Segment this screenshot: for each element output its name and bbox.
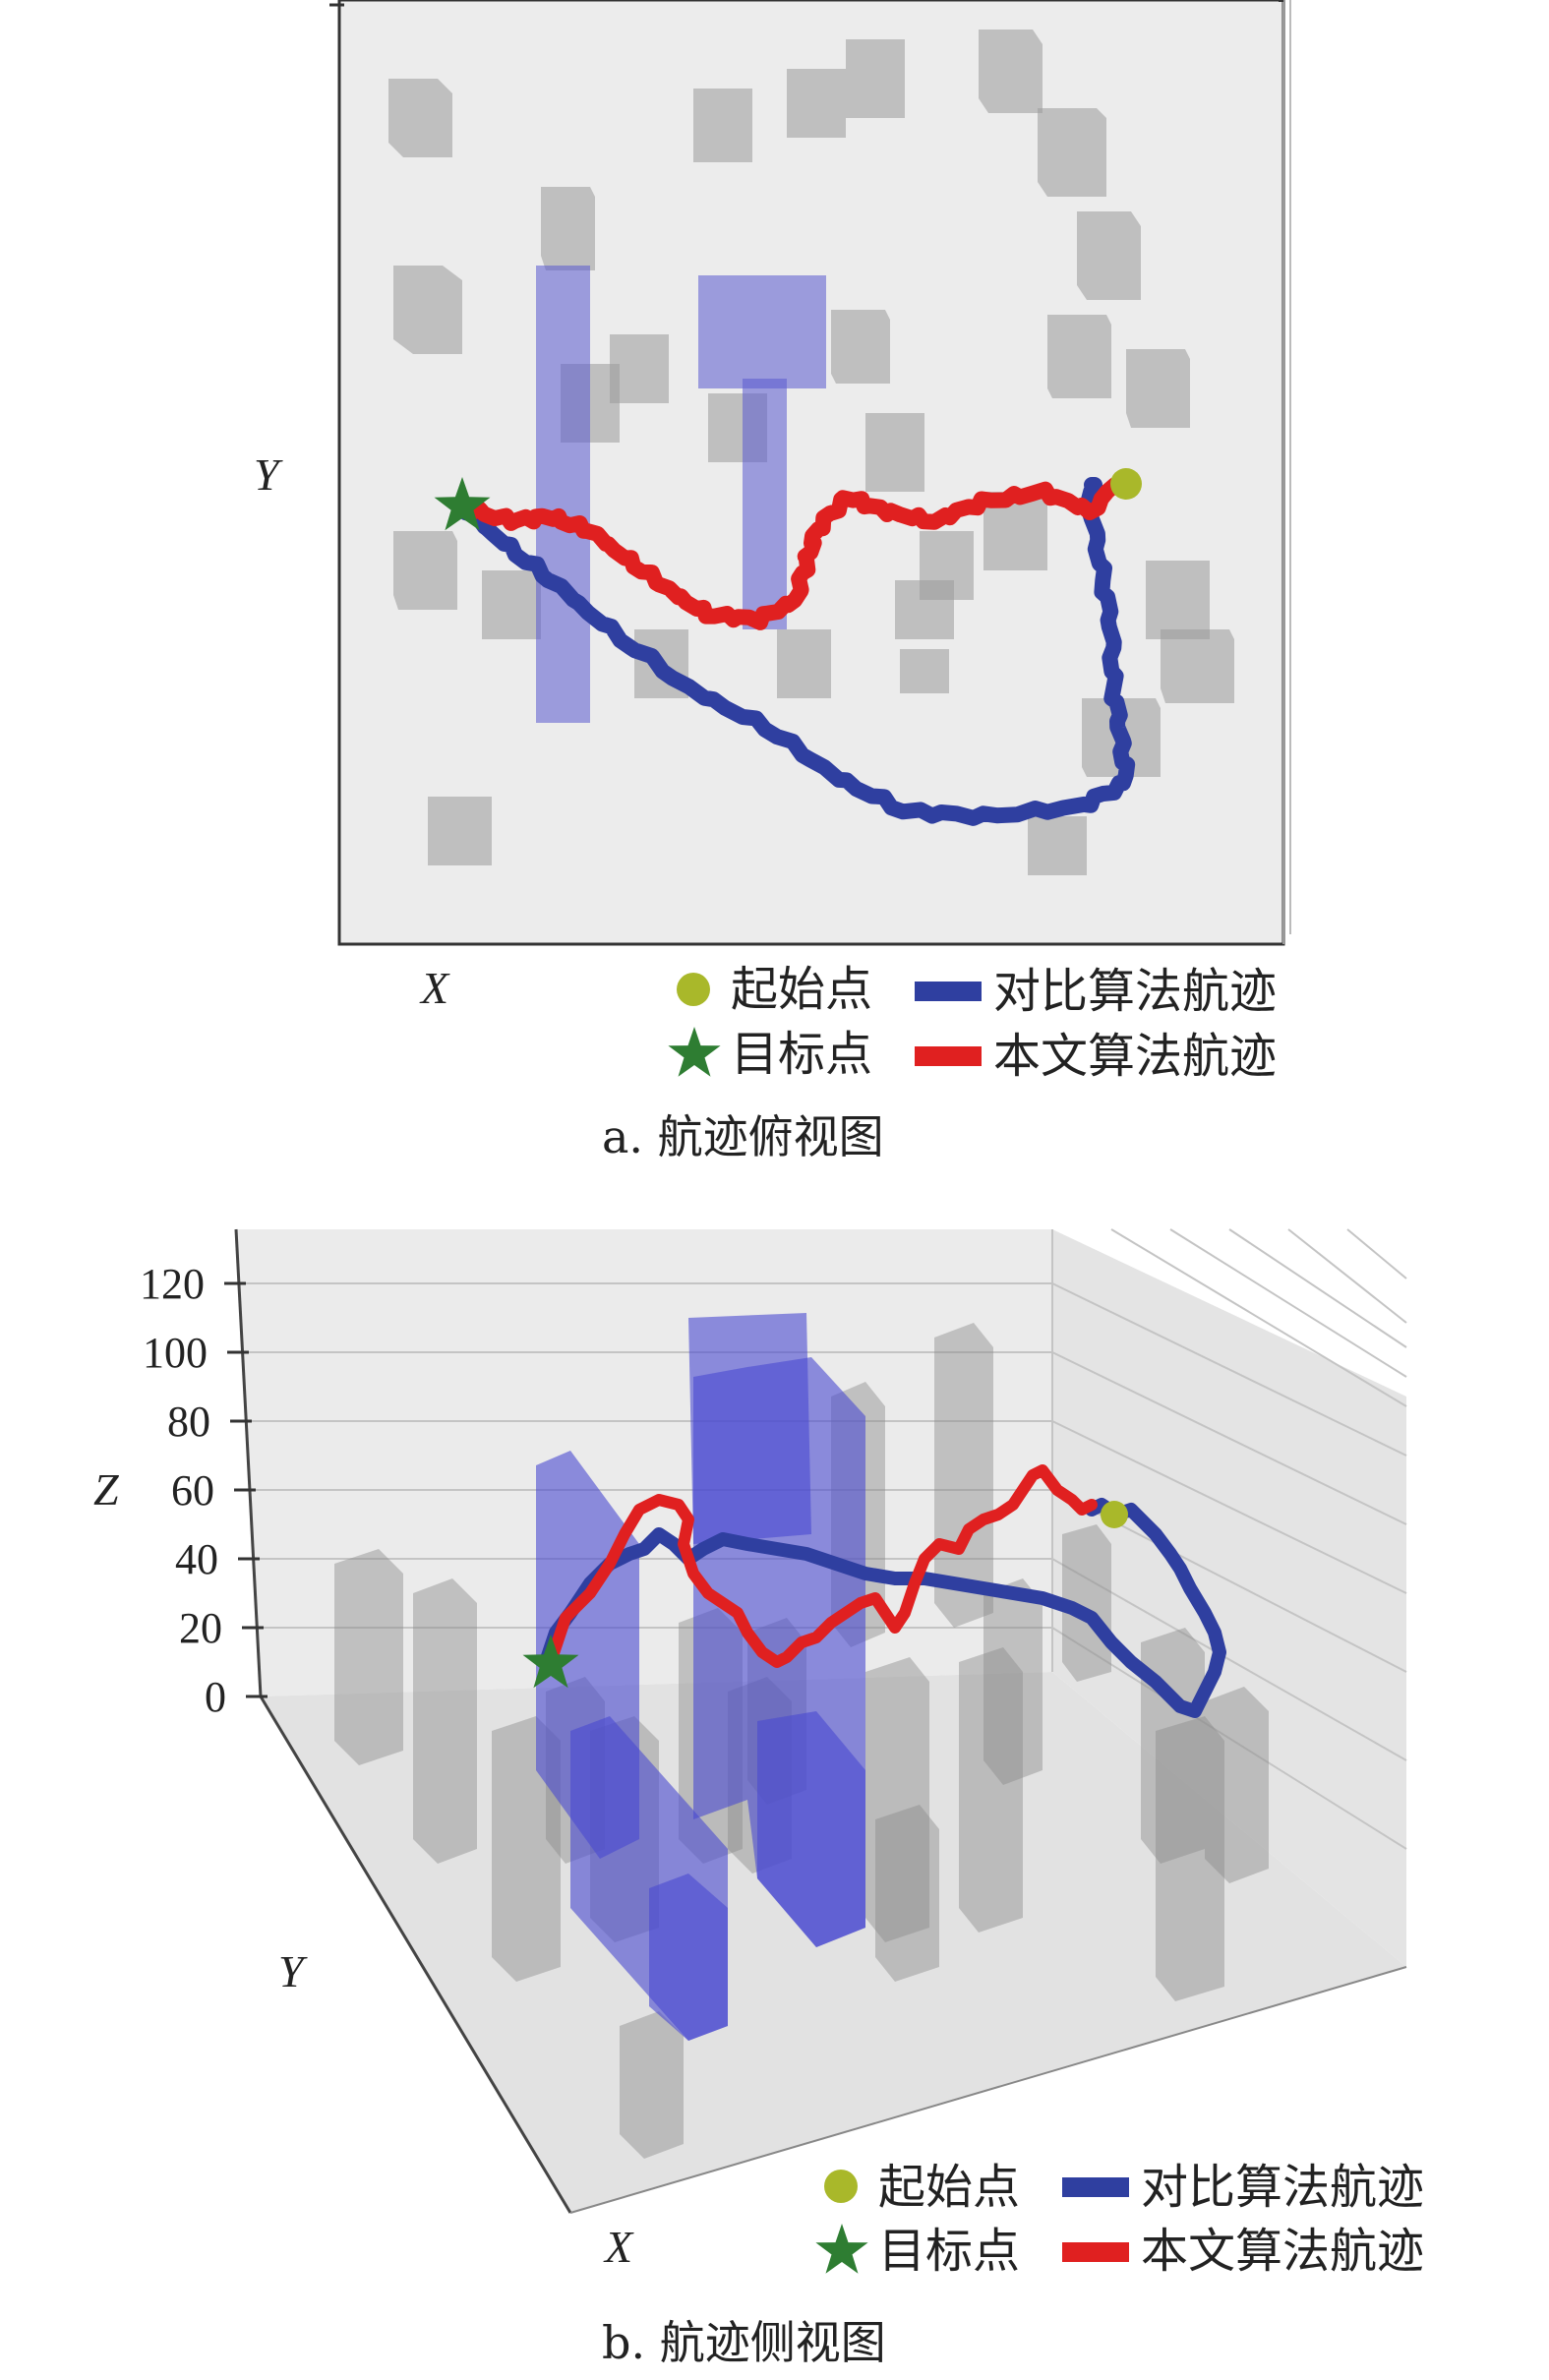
y-axis-label-b: Y	[278, 1946, 308, 1996]
series-proposed-path	[454, 477, 1124, 630]
legend-proposed-label: 本文算法航迹	[993, 1029, 1277, 1084]
z-axis-label-b: Z	[93, 1464, 119, 1515]
z-tick-80: 80	[167, 1398, 210, 1446]
legend-compare-swatch-b	[1062, 2177, 1129, 2197]
z-tick-40: 40	[175, 1535, 218, 1583]
legend-start-marker-b	[824, 2170, 858, 2203]
z-axis-line-b	[234, 1228, 263, 1697]
y-axis-label-a: Y	[254, 449, 283, 500]
target-point-marker-b	[522, 1635, 579, 1689]
target-point-marker	[434, 477, 491, 531]
x-axis-label-a: X	[419, 963, 450, 1013]
legend-b: 起始点 对比算法航迹 目标点 本文算法航迹	[815, 2160, 1424, 2279]
z-tick-60: 60	[171, 1466, 214, 1515]
series-compare-path	[454, 477, 1136, 826]
series-compare-path-b	[539, 1498, 1226, 1718]
x-axis-line-b	[569, 1966, 1407, 2214]
caption-b: b. 航迹侧视图	[602, 2316, 886, 2369]
start-point-marker	[1110, 468, 1142, 500]
legend-target-marker-b	[815, 2224, 868, 2274]
z-tick-100: 100	[143, 1329, 208, 1377]
panel-a: Y X 起始点 对比算法航迹 目标点 本文算法航迹 a. 航迹俯视图	[254, 0, 1291, 1163]
z-tick-20: 20	[179, 1604, 222, 1652]
legend-compare-label-b: 对比算法航迹	[1141, 2160, 1424, 2215]
z-tick-marks	[224, 1281, 268, 1698]
z-tick-0: 0	[205, 1673, 226, 1721]
legend-target-label-b: 目标点	[878, 2224, 1020, 2279]
legend-start-label-b: 起始点	[878, 2160, 1020, 2215]
legend-start-marker	[677, 973, 710, 1006]
x-axis-label-b: X	[603, 2222, 634, 2272]
floor-b	[261, 1672, 1406, 2213]
legend-proposed-swatch	[915, 1046, 982, 1066]
legend-start-label: 起始点	[731, 962, 872, 1017]
legend-a: 起始点 对比算法航迹 目标点 本文算法航迹	[668, 962, 1277, 1084]
legend-compare-label: 对比算法航迹	[993, 964, 1277, 1019]
caption-a: a. 航迹俯视图	[602, 1110, 884, 1163]
start-point-marker-b	[1101, 1501, 1128, 1528]
legend-target-label: 目标点	[731, 1027, 872, 1082]
right-wall-b	[1052, 1229, 1406, 1967]
z-tick-120: 120	[140, 1260, 205, 1308]
legend-compare-swatch	[915, 982, 982, 1001]
series-proposed-path-b	[545, 1464, 1098, 1668]
y-axis-line-b	[259, 1696, 572, 2214]
legend-target-marker	[668, 1027, 721, 1077]
panel-b: 120 100 80 60 40 20 0 Z Y X	[93, 1228, 1424, 2369]
threat-zones-a	[536, 266, 826, 723]
legend-proposed-swatch-b	[1062, 2242, 1129, 2262]
legend-proposed-label-b: 本文算法航迹	[1141, 2224, 1424, 2279]
